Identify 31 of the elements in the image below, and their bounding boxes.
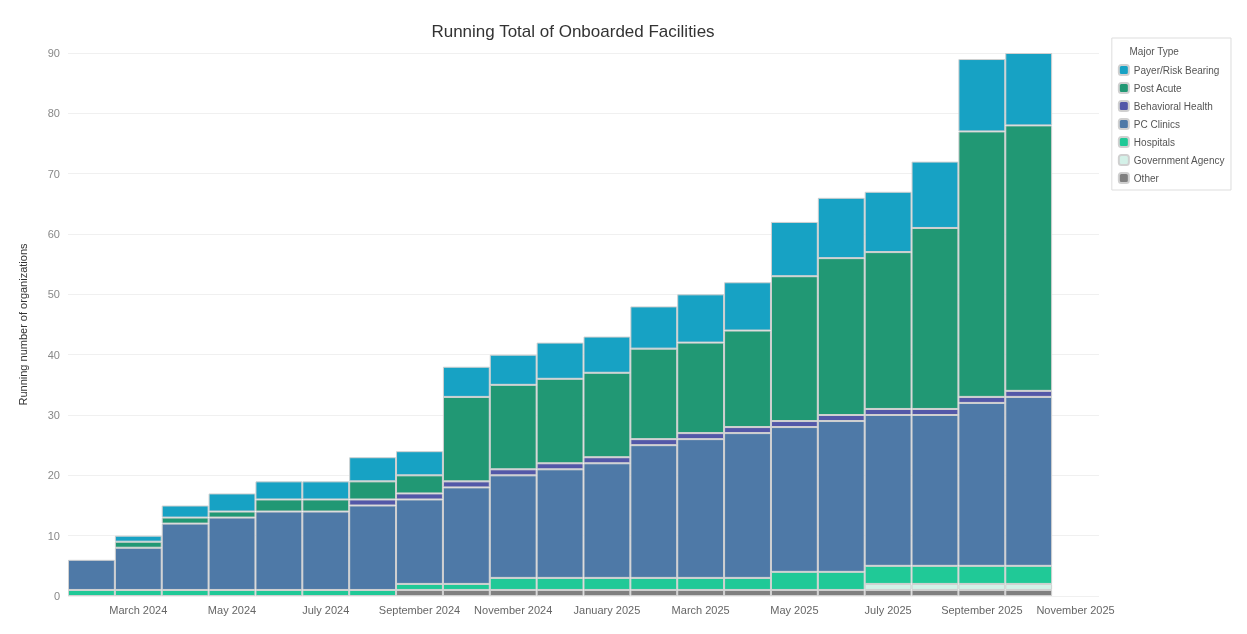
x-tick-label: November 2024: [474, 603, 553, 616]
y-axis-title: Running number of organizations: [16, 242, 29, 406]
legend-label: Hospitals: [1133, 136, 1175, 148]
y-tick-label: 60: [47, 228, 60, 240]
y-tick-label: 20: [47, 469, 60, 482]
chart-title: Running Total of Onboarded Facilities: [431, 22, 715, 41]
x-tick-label: March 2024: [109, 603, 168, 616]
y-tick-label: 90: [47, 47, 60, 59]
y-tick-label: 80: [47, 107, 60, 120]
legend-label: Behavioral Health: [1133, 100, 1213, 112]
y-tick-label: 0: [53, 590, 60, 602]
legend-label: PC Clinics: [1133, 118, 1180, 130]
x-tick-label: September 2025: [941, 603, 1023, 616]
x-tick-label: July 2024: [302, 603, 350, 616]
x-tick-label: January 2025: [573, 603, 641, 616]
y-tick-label: 70: [47, 167, 60, 180]
y-tick-label: 30: [47, 409, 60, 421]
legend-label: Post Acute: [1133, 82, 1183, 94]
x-tick-label: May 2025: [770, 603, 819, 616]
legend-label: Other: [1133, 172, 1160, 184]
x-tick-label: July 2025: [864, 603, 912, 616]
y-tick-label: 10: [47, 529, 60, 542]
legend-label: Payer/Risk Bearing: [1133, 64, 1220, 76]
x-tick-label: November 2025: [1036, 603, 1115, 616]
x-tick-label: May 2024: [207, 603, 257, 616]
y-tick-label: 50: [47, 288, 60, 301]
legend-title: Major Type: [1129, 45, 1180, 57]
x-tick-label: March 2025: [671, 603, 730, 616]
legend-label: Government Agency: [1133, 154, 1225, 166]
x-tick-label: September 2024: [378, 603, 461, 616]
y-tick-label: 40: [47, 348, 60, 361]
